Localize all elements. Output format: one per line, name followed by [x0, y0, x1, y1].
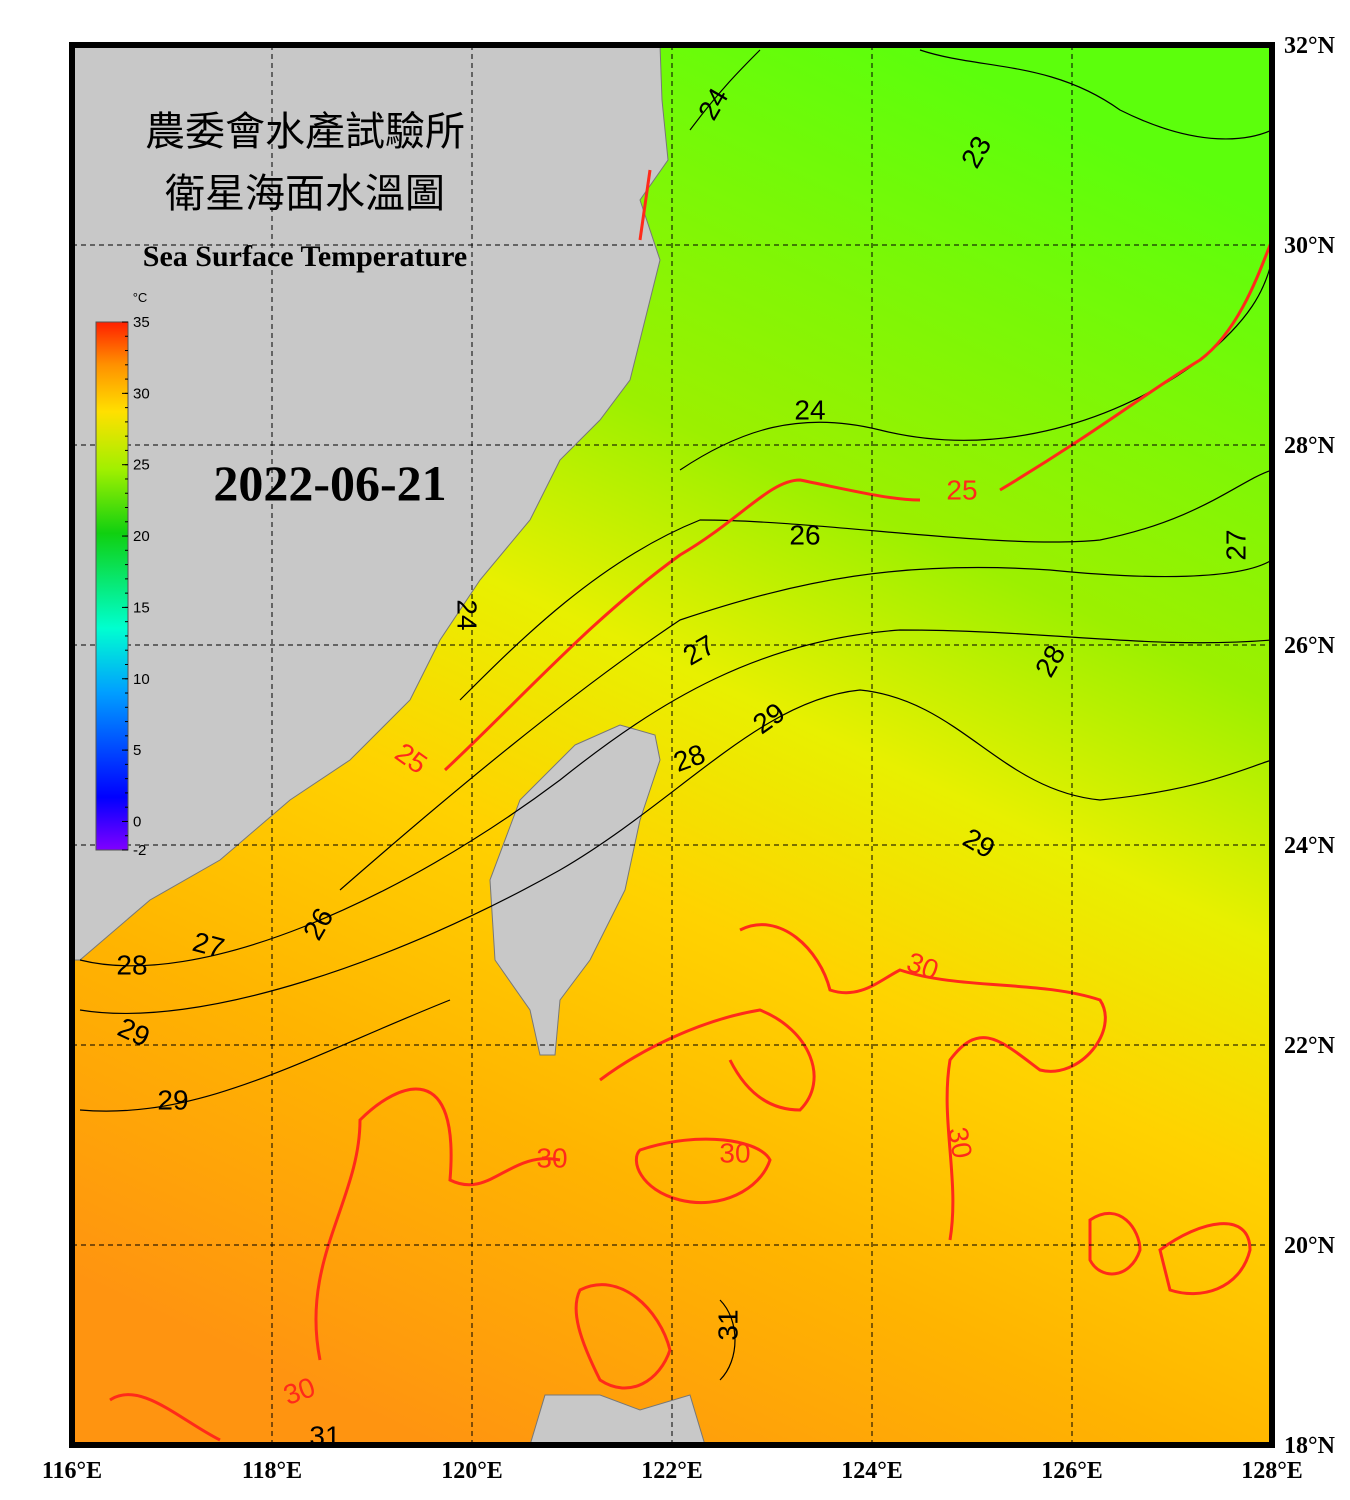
lat-label: 32°N — [1284, 33, 1336, 59]
contour-label: 29 — [157, 1084, 188, 1115]
lat-label: 24°N — [1284, 833, 1336, 859]
lon-label: 116°E — [42, 1458, 102, 1484]
lon-label: 124°E — [841, 1458, 903, 1484]
colorbar-tick-label: 30 — [133, 385, 150, 402]
title-en: Sea Surface Temperature — [143, 240, 467, 273]
contour-label: 30 — [536, 1142, 567, 1173]
map-frame — [69, 42, 1275, 1448]
colorbar-tick-label: 25 — [133, 457, 150, 474]
lat-label: 30°N — [1284, 233, 1336, 259]
graticule — [72, 45, 1272, 1445]
lat-label: 18°N — [1284, 1433, 1336, 1459]
colorbar-tick-label: 10 — [133, 671, 150, 688]
lat-label: 20°N — [1284, 1233, 1336, 1259]
colorbar-tick-label: 15 — [133, 599, 150, 616]
lon-label: 122°E — [641, 1458, 703, 1484]
contour-label: 31 — [712, 1309, 743, 1340]
colorbar-tick-label: 0 — [133, 813, 141, 830]
luzon — [529, 1394, 706, 1445]
axis-labels: 116°E 118°E 120°E 122°E 124°E 126°E 128°E18°N 2… — [42, 33, 1336, 1484]
lat-label: 22°N — [1284, 1033, 1336, 1059]
colorbar-tick-label: 35 — [133, 314, 150, 331]
lon-label: 120°E — [441, 1458, 503, 1484]
lon-label: 128°E — [1241, 1458, 1303, 1484]
colorbar-tick-label: 5 — [133, 742, 141, 759]
colorbar-tick-label: -2 — [133, 842, 146, 859]
colorbar-ticks: 35 30 25 20 15 10 5 0 -2 — [122, 314, 150, 859]
mainland — [72, 45, 669, 961]
contour-label: 28 — [116, 949, 147, 980]
title-zh-1: 農委會水產試驗所 — [145, 109, 465, 154]
colorbar-tick-label: 20 — [133, 528, 150, 545]
colorbar — [95, 321, 129, 851]
contours — [79, 49, 1272, 1381]
contour-label: 27 — [1220, 529, 1251, 560]
contour-label: 24 — [794, 394, 825, 425]
contour-label: 31 — [309, 1420, 340, 1451]
contour-label: 26 — [789, 519, 820, 550]
contour-label: 30 — [942, 1125, 978, 1161]
contour-label: 24 — [452, 599, 483, 630]
lat-label: 28°N — [1284, 433, 1336, 459]
date: 2022-06-21 — [213, 455, 446, 511]
highlight-contours — [109, 169, 1272, 1442]
lon-label: 126°E — [1041, 1458, 1103, 1484]
contour-label: 30 — [719, 1137, 750, 1168]
contour-label: 25 — [946, 474, 977, 505]
lon-label: 118°E — [242, 1458, 302, 1484]
colorbar-unit: °C — [133, 290, 148, 305]
lat-label: 26°N — [1284, 633, 1336, 659]
title-zh-2: 衛星海面水溫圖 — [165, 171, 445, 216]
